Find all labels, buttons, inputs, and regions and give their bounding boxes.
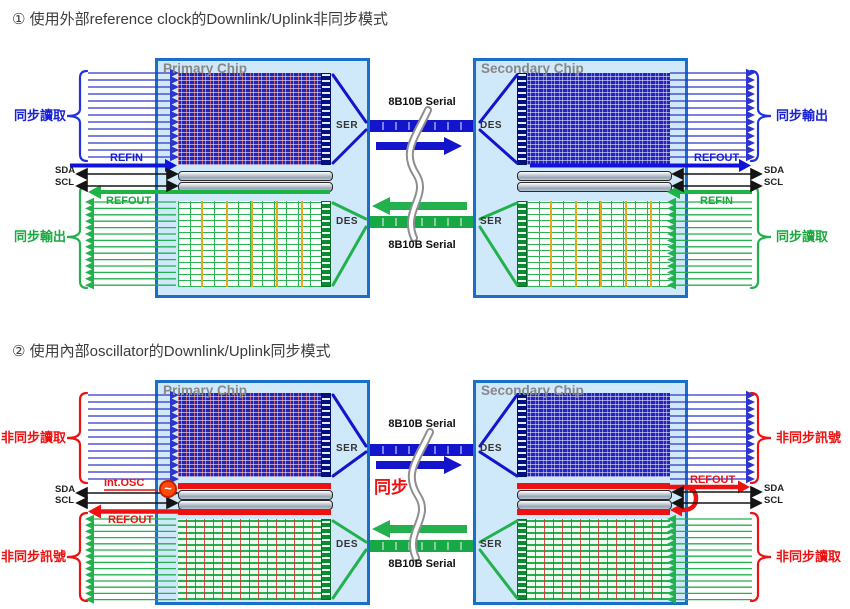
serializer-cell-column-green [517,201,527,287]
parallel-input-register-array [178,393,321,477]
sync-output-lines-right-1 [670,68,755,162]
brace-sync-read-right [749,184,772,290]
uplink-arrow-icon [372,197,467,215]
label-ser-primary-2: SER [336,443,359,454]
brace-async-signal-left [66,511,89,603]
async-signal-lines-right-2 [670,390,755,484]
serializer-cell-column [321,393,331,477]
sda-bus-bar [517,171,672,181]
label-refout-left: REFOUT [106,195,152,207]
label-serial-bottom-2: 8B10B Serial [388,558,456,570]
parallel-output-register-array [527,73,670,165]
label-sda-right: SDA [764,165,785,176]
sda-bus-bar [178,171,333,181]
label-refout-right: REFOUT [690,474,736,486]
sync-read-lines-left-1 [88,68,179,162]
clock-return-bar [517,509,670,515]
label-ser-secondary-2: SER [480,539,503,550]
label-des-secondary-2: DES [480,443,503,454]
label-int-osc: Int.OSC [104,477,145,489]
oscillator-icon: ~ [159,480,177,498]
label-scl-left: SCL [55,177,74,188]
serializer-cell-column [321,73,331,165]
label-des-primary-1: DES [336,216,359,227]
label-des-primary-2: DES [336,539,359,550]
parallel-input-register-array [178,73,321,165]
brace-async-read-left [66,391,89,485]
deserializer-cell-column [517,73,527,165]
label-sda-right: SDA [764,483,785,494]
label-des-secondary-1: DES [480,120,503,131]
secondary-chip-1-title: Secondary Chip [481,61,584,76]
label-refin-right: REFIN [700,195,733,207]
sync-output-lines-left-1 [85,197,176,290]
parallel-input-cell-array [527,201,670,287]
refout-arrow-left-1 [88,185,330,199]
secondary-chip-2-title: Secondary Chip [481,383,584,398]
primary-chip-2-title: Primary Chip [163,383,248,398]
deserializer-cell-column-green [321,201,331,287]
i2c-lines [75,167,763,510]
brace-async-read-right [749,511,772,603]
primary-chip-1-title: Primary Chip [163,61,248,76]
refout-arrow-right-1 [530,159,751,172]
label-scl-right: SCL [764,495,783,506]
label-refout-left: REFOUT [108,514,154,526]
refout-arrow-right-2 [668,480,750,494]
label-async-signal-right: 非同步訊號 [776,430,842,445]
label-ser-primary-1: SER [336,120,359,131]
serializer-cell-column-green [517,519,527,600]
parallel-output-cell-array [178,519,321,600]
ser-des-funnels-blue [331,73,519,478]
label-sync-read-left: 同步讀取 [14,108,67,123]
clock-distribution-bar [178,483,331,489]
brace-async-signal-right [749,391,772,485]
async-read-lines-left-2 [88,390,179,484]
parallel-input-cell-array [527,519,670,600]
label-scl-left: SCL [55,495,74,506]
sync-read-lines-right-1 [667,197,752,290]
label-sda-left: SDA [55,165,76,176]
label-sync-output-left: 同步輸出 [14,229,67,244]
deserializer-cell-column [517,393,527,477]
async-signal-lines-left-2 [85,514,176,604]
clock-distribution-bar [517,483,670,489]
label-sync-output-right: 同步輸出 [776,108,829,123]
label-sync-read-right: 同步讀取 [776,229,829,244]
label-serial-bottom-1: 8B10B Serial [388,239,456,251]
parallel-output-register-array [527,393,670,477]
refout-arrow-left-2 [88,504,330,519]
label-async-signal-left: 非同步訊號 [1,549,67,564]
downlink-arrow-icon [376,456,462,474]
brace-sync-output-right [749,69,772,163]
label-serial-top-1: 8B10B Serial [388,96,456,108]
label-scl-right: SCL [764,177,783,188]
label-sda-left: SDA [55,484,76,495]
ser-des-funnels-green [331,201,519,600]
diagram2-title: ② 使用內部oscillator的Downlink/Uplink同步模式 [12,343,331,360]
parallel-output-cell-array [178,201,321,287]
serial-cable-icon [405,106,432,242]
label-async-read-left: 非同步讀取 [1,430,67,445]
uplink-serial-bus-1 [370,197,473,228]
downlink-arrow-icon [376,137,462,155]
label-refin-left: REFIN [110,152,143,164]
serial-cable-icon [407,428,434,562]
label-ser-secondary-1: SER [480,216,503,227]
brace-sync-read-left [66,69,89,163]
label-serial-top-2: 8B10B Serial [388,418,456,430]
label-async-read-right: 非同步讀取 [776,549,842,564]
async-read-lines-right-2 [667,514,752,604]
label-sync-center: 同步 [374,478,408,497]
diagram1-title: ① 使用外部reference clock的Downlink/Uplink非同步… [12,11,389,28]
label-refout-right: REFOUT [694,152,740,164]
scl-bus-bar [517,181,672,192]
brace-sync-output-left [66,184,89,290]
deserializer-cell-column-green [321,519,331,600]
